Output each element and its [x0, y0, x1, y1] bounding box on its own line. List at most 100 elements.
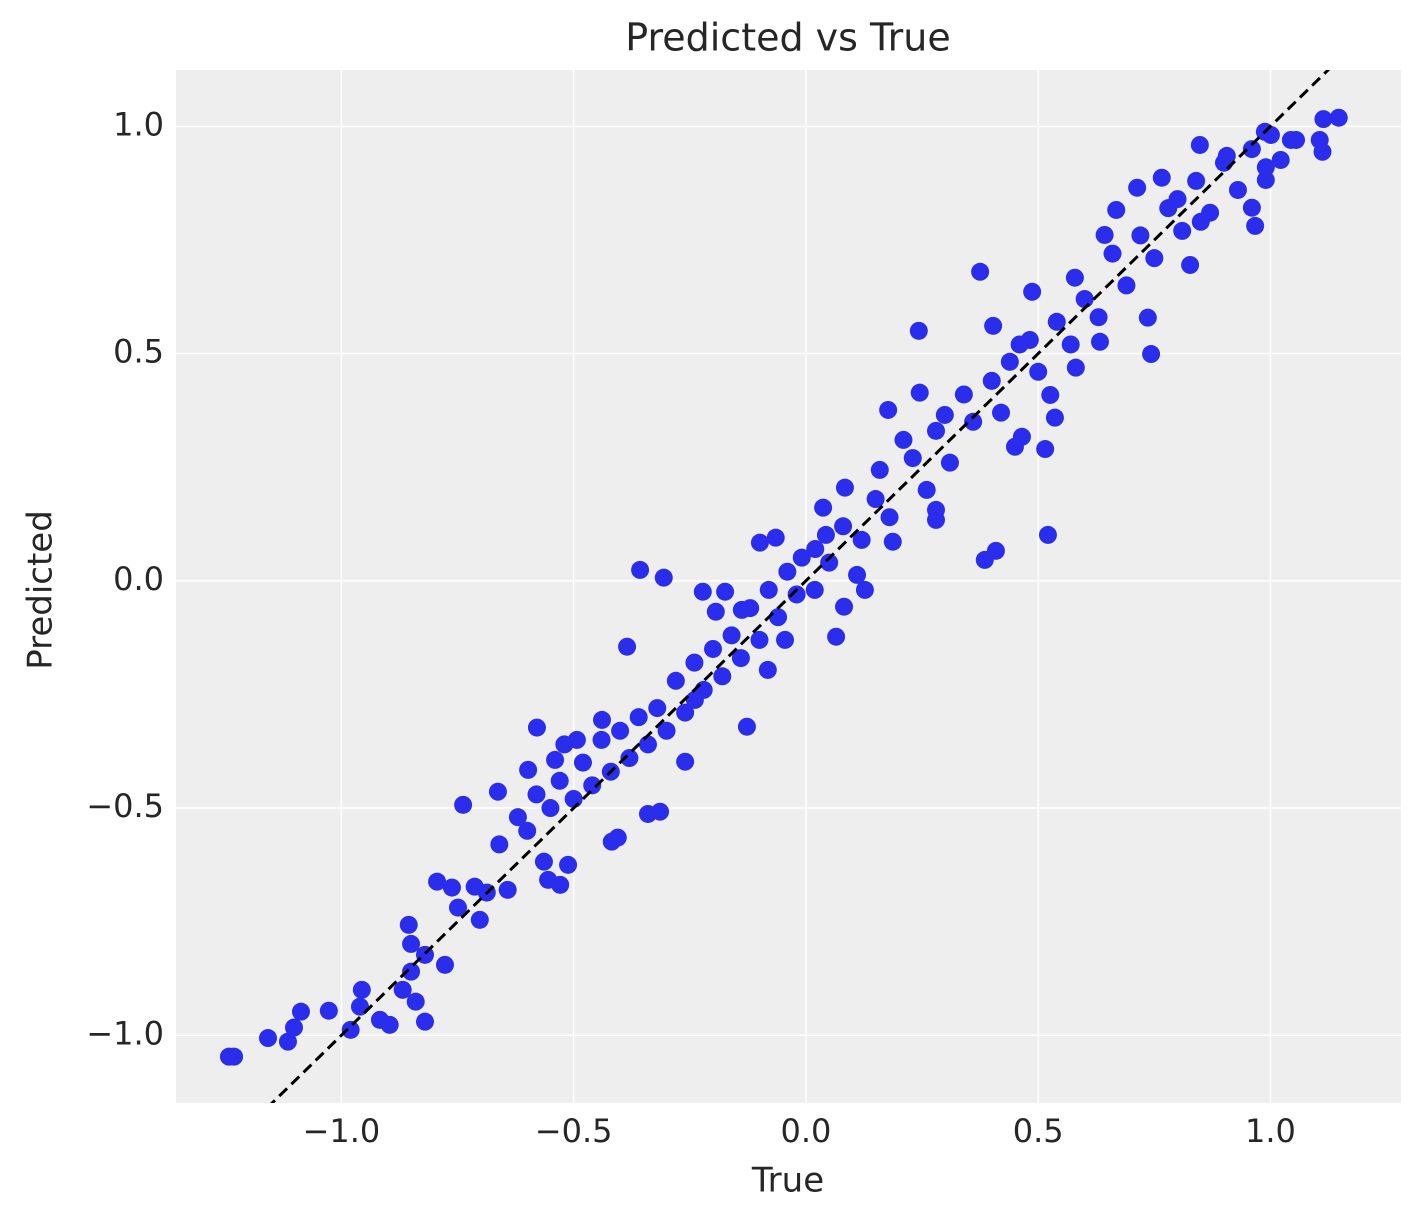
scatter-point [1041, 385, 1060, 404]
scatter-point [1152, 168, 1171, 187]
scatter-point [415, 1012, 434, 1031]
scatter-point [986, 541, 1005, 560]
scatter-point [278, 1032, 297, 1051]
scatter-point [258, 1029, 277, 1048]
scatter-point [618, 637, 637, 656]
scatter-point [883, 532, 902, 551]
scatter-point [1256, 170, 1275, 189]
scatter-point [816, 525, 835, 544]
scatter-point [1066, 358, 1085, 377]
scatter-point [284, 1018, 303, 1037]
scatter-point [940, 453, 959, 472]
scatter-point [880, 508, 899, 527]
scatter-point [1095, 225, 1114, 244]
scatter-point [1287, 130, 1306, 149]
scatter-point [935, 405, 954, 424]
scatter-point [1010, 335, 1029, 354]
scatter-point [1103, 244, 1122, 263]
scatter-point [1023, 282, 1042, 301]
scatter-point [1038, 525, 1057, 544]
scatter-point [393, 980, 412, 999]
scatter-point [555, 735, 574, 754]
scatter-point [903, 449, 922, 468]
scatter-point [954, 385, 973, 404]
scatter-point [518, 821, 537, 840]
scatter-point [1187, 171, 1206, 190]
scatter-point [848, 565, 867, 584]
scatter-point [1138, 308, 1157, 327]
scatter-point [1246, 216, 1265, 235]
scatter-point [448, 898, 467, 917]
scatter-point [648, 699, 667, 718]
scatter-point [1242, 198, 1261, 217]
scatter-point [1090, 332, 1109, 351]
scatter-point [402, 934, 421, 953]
scatter-point [1128, 178, 1147, 197]
scatter-point [1313, 142, 1332, 161]
x-axis-label: True [751, 1161, 824, 1201]
scatter-point [573, 753, 592, 772]
scatter-point [805, 580, 824, 599]
scatter-point [827, 627, 846, 646]
scatter-point [971, 262, 990, 281]
scatter-point [722, 626, 741, 645]
scatter-point [527, 785, 546, 804]
scatter-point [1271, 150, 1290, 169]
y-tick-label: −0.5 [86, 787, 164, 825]
scatter-point [551, 875, 570, 894]
scatter-point [693, 582, 712, 601]
scatter-point [870, 460, 889, 479]
scatter-point [741, 599, 760, 618]
scatter-point [879, 400, 898, 419]
scatter-point [435, 955, 454, 974]
scatter-point [534, 852, 553, 871]
scatter-point [1190, 135, 1209, 154]
scatter-point [1314, 110, 1333, 129]
scatter-point [984, 316, 1003, 335]
scatter-point [657, 721, 676, 740]
scatter-point [855, 580, 874, 599]
scatter-point [631, 560, 650, 579]
scatter-point [1065, 268, 1084, 287]
scatter-point [1075, 290, 1094, 309]
scatter-point [1036, 440, 1055, 459]
scatter-point [541, 799, 560, 818]
scatter-point [666, 671, 685, 690]
scatter-point [1145, 249, 1164, 268]
scatter-point [1142, 345, 1161, 364]
scatter-point [592, 710, 611, 729]
scatter-point [713, 667, 732, 686]
scatter-point [910, 383, 929, 402]
scatter-point [685, 653, 704, 672]
scatter-point [1000, 352, 1019, 371]
x-tick-label: −1.0 [303, 1112, 381, 1150]
scatter-point [694, 680, 713, 699]
scatter-point [737, 717, 756, 736]
x-tick-label: 0.0 [780, 1112, 831, 1150]
scatter-point [1029, 362, 1048, 381]
x-tick-label: 0.5 [1013, 1112, 1064, 1150]
reference-line [270, 70, 1331, 1103]
y-tick-label: 1.0 [113, 105, 164, 143]
scatter-point [654, 568, 673, 587]
chart-title: Predicted vs True [625, 16, 951, 60]
scatter-point [638, 735, 657, 754]
scatter-point [583, 776, 602, 795]
scatter-point [1012, 427, 1031, 446]
scatter-point [1215, 153, 1234, 172]
scatter-point [629, 708, 648, 727]
scatter-point [608, 828, 627, 847]
y-axis-label: Predicted [21, 510, 61, 670]
scatter-point [926, 421, 945, 440]
scatter-point [519, 760, 538, 779]
scatter-point [806, 540, 825, 559]
scatter-point [490, 835, 509, 854]
scatter-point [454, 795, 473, 814]
y-tick-label: 0.0 [113, 560, 164, 598]
scatter-point [319, 1001, 338, 1020]
scatter-point [406, 992, 425, 1011]
y-tick-label: 0.5 [113, 333, 164, 371]
scatter-point [852, 530, 871, 549]
scatter-point [442, 878, 461, 897]
